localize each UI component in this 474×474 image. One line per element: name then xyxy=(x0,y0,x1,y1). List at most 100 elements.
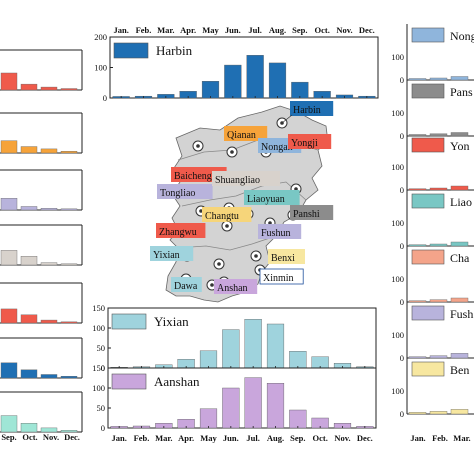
bar xyxy=(224,64,242,99)
month-label: Mar. xyxy=(155,433,172,443)
panel-frame xyxy=(107,307,377,369)
map-label-box xyxy=(150,246,194,261)
bar xyxy=(20,314,38,324)
legend-swatch xyxy=(411,83,445,99)
map-label: Fushun xyxy=(261,228,290,239)
bar xyxy=(429,355,448,359)
bar xyxy=(60,263,78,266)
site-marker-center xyxy=(225,224,229,228)
aanshan-panel: 0 50 100 150 Aanshan Jan. Feb. Mar. Apr. May Jun. J… xyxy=(92,363,377,443)
bar xyxy=(20,206,38,211)
legend-swatch xyxy=(113,42,149,59)
legend-swatch xyxy=(411,27,445,43)
map-label-box xyxy=(290,205,334,220)
month-label: Jan. xyxy=(113,25,128,35)
bar xyxy=(40,262,58,266)
bar xyxy=(20,369,38,379)
bar xyxy=(291,81,309,99)
legend-swatch xyxy=(411,193,445,209)
bar xyxy=(222,329,240,369)
bar xyxy=(289,351,307,369)
map-label-box xyxy=(214,279,258,294)
bar xyxy=(408,78,427,81)
bar xyxy=(0,198,18,211)
y-tick-label: 0 xyxy=(400,75,404,85)
bar xyxy=(408,300,427,303)
y-tick-label: 100 xyxy=(391,52,404,62)
legend-swatch xyxy=(411,361,445,377)
month-label: Nov. xyxy=(334,433,350,443)
site-marker-center xyxy=(217,262,221,266)
bar xyxy=(0,72,18,91)
legend-swatch xyxy=(111,313,147,330)
month-label: Jun. xyxy=(225,25,241,35)
y-tick-label: 150 xyxy=(92,303,105,313)
map-label: Baicheng xyxy=(174,171,212,182)
left-column-panels: Sep. Oct. Nov. Dec. xyxy=(0,49,83,442)
map-label: Liaoyuan xyxy=(247,194,285,205)
y-tick-label: 0 xyxy=(101,423,105,433)
month-label: Nov. xyxy=(336,25,352,35)
bar xyxy=(408,412,427,415)
y-tick-label: 100 xyxy=(391,274,404,284)
map-label: Benxi xyxy=(271,253,295,264)
y-tick-label: 100 xyxy=(391,330,404,340)
legend-label: Aanshan xyxy=(154,374,200,389)
bar xyxy=(60,208,78,211)
bar xyxy=(20,256,38,266)
map-label-box xyxy=(157,184,213,199)
month-label: Jan. xyxy=(410,433,425,443)
bar xyxy=(201,81,220,99)
month-label: Jul. xyxy=(246,433,259,443)
bar xyxy=(244,319,262,369)
month-label: Sep. xyxy=(290,433,305,443)
y-tick-label: 100 xyxy=(391,162,404,172)
map-label-box xyxy=(202,207,252,222)
month-label: Oct. xyxy=(22,432,37,442)
bar xyxy=(429,299,448,303)
bar xyxy=(20,423,38,433)
legend-swatch xyxy=(111,373,147,390)
map-label-box xyxy=(224,126,268,141)
map-label: Panshi xyxy=(293,209,320,220)
label-leader xyxy=(281,114,293,124)
bar xyxy=(60,430,78,433)
map-label: Yongji xyxy=(291,138,318,149)
month-label: Oct. xyxy=(314,25,329,35)
map-label: Changtu xyxy=(205,211,239,222)
map-label: Harbin xyxy=(293,105,321,116)
map-label: Shuangliao xyxy=(215,175,260,186)
bar xyxy=(408,188,427,191)
map-label: Dawa xyxy=(174,281,198,292)
legend-swatch xyxy=(411,137,445,153)
legend-label: Cha xyxy=(450,251,470,265)
legend-label: Yixian xyxy=(154,314,189,329)
bar xyxy=(429,411,448,415)
map-label: Zhangwu xyxy=(159,227,197,238)
panel-frame xyxy=(107,367,377,429)
bar xyxy=(40,319,58,324)
month-label: Oct. xyxy=(312,433,327,443)
bar xyxy=(429,243,448,247)
month-label: Nov. xyxy=(43,432,59,442)
site-marker-center xyxy=(230,150,234,154)
legend-label: Yon xyxy=(450,139,469,153)
y-tick-label: 200 xyxy=(94,32,107,42)
bar xyxy=(20,146,38,154)
y-tick-label: 100 xyxy=(391,386,404,396)
site-marker-center xyxy=(199,209,203,213)
month-label: Sep. xyxy=(292,25,307,35)
month-label: Feb. xyxy=(136,25,152,35)
month-label: Dec. xyxy=(359,25,375,35)
y-tick-label: 50 xyxy=(97,403,106,413)
map-label: Anshan xyxy=(217,283,248,294)
map-label-box xyxy=(258,224,302,239)
y-tick-label: 150 xyxy=(92,363,105,373)
legend-label: Ben xyxy=(450,363,469,377)
y-tick-label: 0 xyxy=(400,185,404,195)
y-tick-label: 100 xyxy=(92,323,105,333)
y-tick-label: 0 xyxy=(103,93,107,103)
bar xyxy=(40,374,58,379)
